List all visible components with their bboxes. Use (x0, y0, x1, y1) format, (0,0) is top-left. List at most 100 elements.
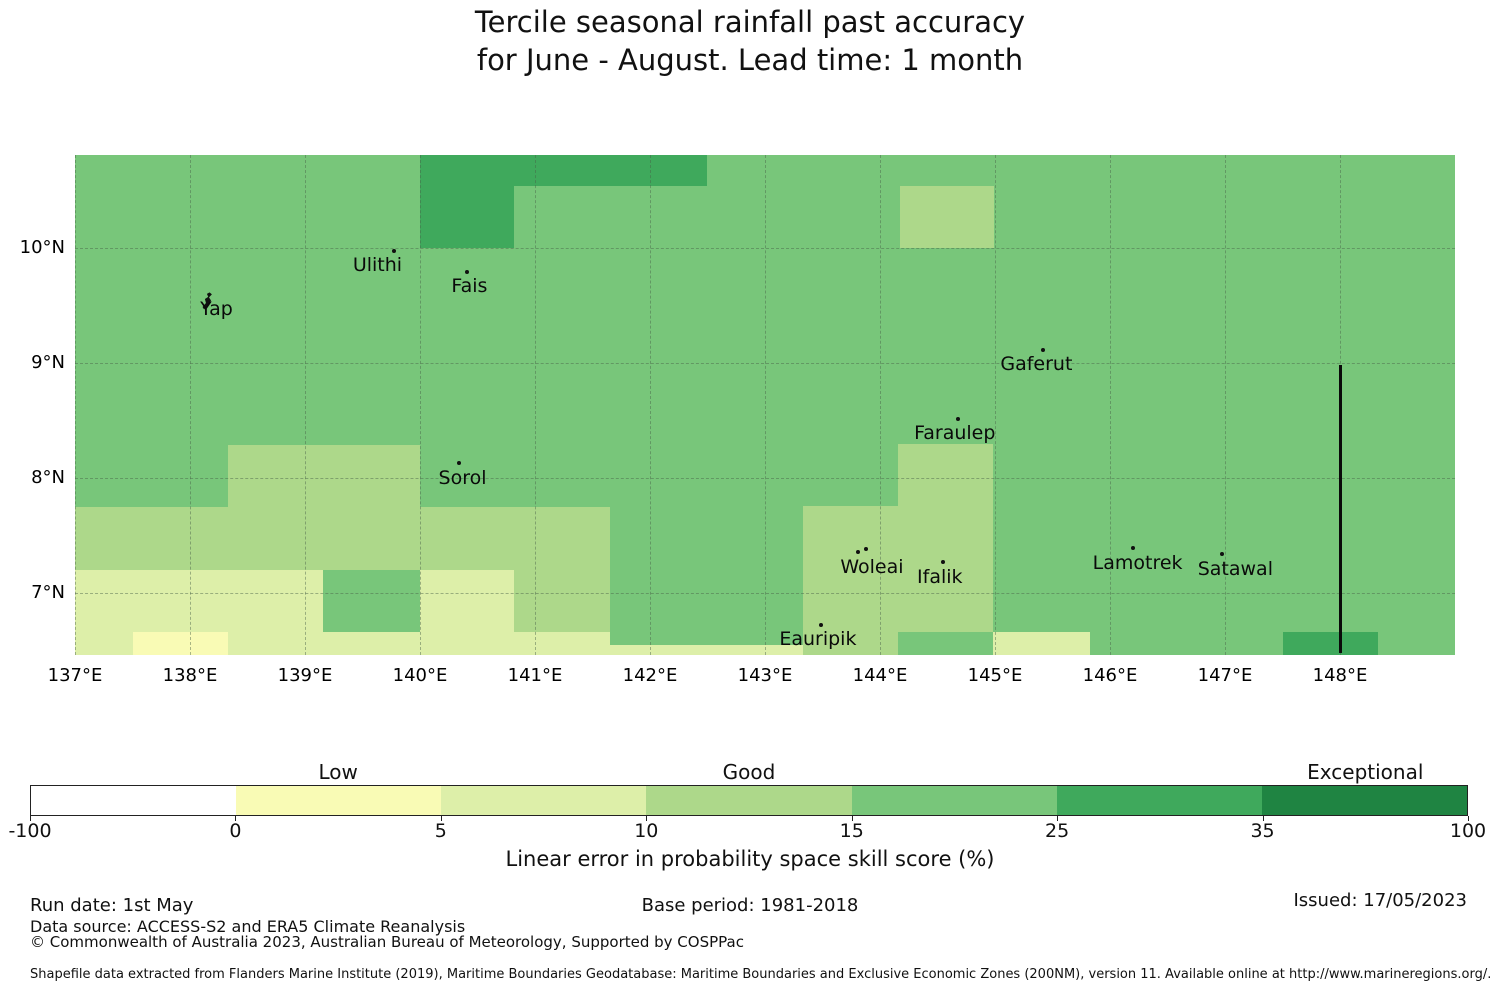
gridline-vertical (420, 155, 421, 655)
map-cell (802, 505, 899, 655)
island-label: Lamotrek (1092, 552, 1183, 575)
gridline-vertical (190, 155, 191, 655)
issued-date-text: Issued: 17/05/2023 (1293, 890, 1467, 911)
colorbar (30, 785, 1468, 816)
gridline-vertical (1110, 155, 1111, 655)
chart-title-line1: Tercile seasonal rainfall past accuracy (474, 5, 1026, 39)
map-cell (227, 444, 420, 507)
x-tick-label: 144°E (852, 665, 908, 686)
colorbar-tick-mark (851, 816, 853, 821)
map-area: Yap Ulithi Fais Sorol Gaferut Faraulep Woleai I… (75, 155, 1455, 656)
colorbar-tick-label: 5 (434, 820, 447, 842)
map-cell (514, 570, 610, 633)
island-dot-icon (1041, 348, 1046, 353)
island-dot-icon (864, 547, 869, 552)
colorbar-segment (441, 786, 647, 815)
colorbar-tick-label: 15 (839, 820, 864, 842)
colorbar-tick-mark (235, 816, 237, 821)
colorbar-tick-label: 35 (1250, 820, 1275, 842)
x-tick-label: 139°E (277, 665, 333, 686)
eez-boundary-line (1339, 365, 1342, 653)
island-label: Satawal (1197, 557, 1273, 580)
island-dot-icon (856, 549, 861, 554)
base-period-text: Base period: 1981-2018 (641, 895, 859, 916)
x-tick-label: 141°E (507, 665, 563, 686)
x-tick-label: 147°E (1197, 665, 1253, 686)
island-dot-icon (1131, 546, 1135, 551)
map-cell (75, 570, 324, 633)
map-cell (609, 644, 803, 656)
shapefile-attribution-text: Shapefile data extracted from Flanders M… (30, 967, 1492, 982)
island-label: Sorol (438, 467, 487, 490)
map-cell (514, 155, 708, 186)
x-tick-label: 137°E (47, 665, 103, 686)
colorbar-category-label: Exceptional (1307, 760, 1424, 784)
colorbar-tick-mark (30, 816, 31, 821)
chart-title: Tercile seasonal rainfall past accuracy … (0, 3, 1500, 79)
island-label: Fais (451, 274, 488, 297)
colorbar-segment (851, 786, 1057, 815)
gridline-horizontal (75, 593, 1455, 595)
colorbar-category-label: Good (722, 760, 776, 784)
copyright-text: © Commonwealth of Australia 2023, Austra… (30, 933, 744, 951)
run-date-text: Run date: 1st May (30, 895, 194, 916)
island-label: Ifalik (917, 565, 963, 588)
island-label: Faraulep (914, 422, 996, 445)
map-cell (227, 632, 420, 655)
gridline-horizontal (75, 478, 1455, 480)
x-tick-label: 143°E (737, 665, 793, 686)
colorbar-segment (31, 786, 237, 815)
y-tick-label: 10°N (19, 237, 65, 259)
map-cell (75, 506, 610, 571)
chart-title-line2: for June - August. Lead time: 1 month (476, 43, 1024, 77)
island-dot-icon (941, 559, 946, 564)
island-label: Gaferut (1000, 353, 1073, 376)
map-cell (1282, 632, 1378, 655)
map-cell (898, 443, 993, 633)
gridline-vertical (305, 155, 306, 655)
y-tick-label: 9°N (31, 352, 65, 374)
colorbar-segment (1056, 786, 1262, 815)
map-cell (992, 632, 1091, 655)
map-cell (420, 570, 515, 656)
gridline-horizontal (75, 363, 1455, 365)
colorbar-tick-mark (1057, 816, 1059, 821)
y-tick-label: 8°N (31, 467, 65, 489)
gridline-vertical (765, 155, 766, 655)
gridline-vertical (535, 155, 536, 655)
map-cell (420, 155, 515, 249)
colorbar-tick-mark (646, 816, 648, 821)
gridline-vertical (1225, 155, 1226, 655)
island-dot-icon (956, 417, 961, 422)
island-label: Woleai (840, 555, 904, 578)
map-cell (75, 632, 133, 655)
x-tick-label: 140°E (392, 665, 448, 686)
colorbar-segment (236, 786, 442, 815)
x-tick-label: 148°E (1312, 665, 1368, 686)
map-cell (899, 185, 994, 249)
colorbar-segment (1261, 786, 1467, 815)
colorbar-category-label: Low (318, 760, 358, 784)
island-dot-icon (457, 461, 462, 466)
x-tick-label: 146°E (1082, 665, 1138, 686)
x-tick-label: 145°E (967, 665, 1023, 686)
island-dot-icon (465, 270, 470, 275)
colorbar-tick-label: -100 (8, 820, 52, 842)
map-cell (132, 632, 228, 655)
colorbar-tick-label: 0 (229, 820, 242, 842)
data-source-text: Data source: ACCESS-S2 and ERA5 Climate … (30, 917, 466, 936)
colorbar-tick-label: 25 (1045, 820, 1070, 842)
gridline-vertical (75, 155, 76, 655)
colorbar-axis-label: Linear error in probability space skill … (505, 847, 995, 871)
island-dot-icon (819, 623, 824, 628)
gridline-vertical (650, 155, 651, 655)
island-label: Ulithi (352, 254, 403, 277)
island-dot-icon (391, 249, 396, 254)
gridline-vertical (995, 155, 996, 655)
gridline-horizontal (75, 248, 1455, 250)
colorbar-tick-mark (1262, 816, 1264, 821)
colorbar-tick-label: 10 (634, 820, 659, 842)
x-tick-label: 138°E (162, 665, 218, 686)
colorbar-tick-mark (440, 816, 442, 821)
